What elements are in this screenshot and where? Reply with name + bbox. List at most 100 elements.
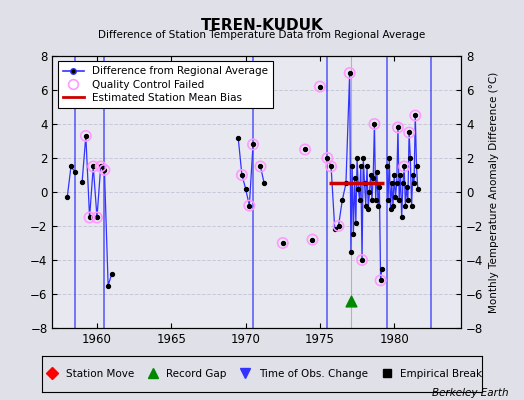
Point — [334, 223, 343, 229]
Point — [351, 175, 359, 182]
Point — [365, 189, 374, 195]
Point — [334, 223, 343, 229]
Point — [411, 112, 420, 119]
Point — [238, 172, 246, 178]
Point — [348, 163, 356, 170]
Point — [308, 236, 316, 243]
Point — [260, 180, 268, 187]
Point — [385, 155, 394, 161]
Point — [400, 163, 408, 170]
Point — [327, 163, 335, 170]
Point — [401, 202, 410, 209]
Y-axis label: Monthly Temperature Anomaly Difference (°C): Monthly Temperature Anomaly Difference (… — [489, 71, 499, 313]
Point — [100, 167, 108, 173]
Point — [342, 180, 350, 187]
Point — [245, 202, 254, 209]
Point — [399, 180, 407, 187]
Point — [93, 214, 101, 221]
Point — [279, 240, 287, 246]
Point — [376, 277, 385, 284]
Point — [349, 231, 357, 238]
Point — [391, 194, 400, 200]
Point — [407, 202, 416, 209]
Point — [392, 180, 401, 187]
Point — [354, 185, 363, 192]
Point — [245, 202, 254, 209]
Point — [364, 206, 373, 212]
Point — [355, 197, 364, 204]
Point — [249, 141, 257, 148]
Point — [234, 134, 243, 141]
Point — [345, 70, 354, 76]
Point — [362, 202, 370, 209]
Point — [301, 146, 309, 153]
Text: Difference of Station Temperature Data from Regional Average: Difference of Station Temperature Data f… — [99, 30, 425, 40]
Point — [410, 180, 418, 187]
Point — [370, 121, 379, 127]
Point — [82, 133, 90, 139]
Point — [375, 184, 384, 190]
Point — [63, 194, 71, 200]
Point — [413, 185, 422, 192]
Point — [390, 172, 398, 178]
Point — [395, 197, 403, 204]
Point — [238, 172, 246, 178]
Point — [388, 180, 396, 187]
Legend: Station Move, Record Gap, Time of Obs. Change, Empirical Break: Station Move, Record Gap, Time of Obs. C… — [38, 365, 486, 383]
Point — [359, 155, 367, 161]
Point — [301, 146, 309, 153]
Point — [386, 206, 395, 212]
Point — [394, 124, 402, 130]
Point — [100, 167, 108, 173]
Point — [242, 185, 250, 192]
Point — [369, 175, 377, 182]
Point — [402, 184, 411, 190]
Point — [406, 155, 414, 161]
Point — [368, 197, 376, 204]
Point — [82, 133, 90, 139]
Point — [89, 163, 97, 170]
Point — [308, 236, 316, 243]
Point — [412, 163, 421, 170]
Point — [396, 172, 405, 178]
Point — [345, 70, 354, 76]
Point — [323, 155, 332, 161]
Point — [327, 163, 335, 170]
Point — [352, 219, 360, 226]
Point — [256, 163, 265, 170]
Point — [358, 257, 366, 263]
Point — [403, 197, 412, 204]
Point — [384, 197, 392, 204]
Point — [78, 178, 86, 185]
Point — [89, 163, 97, 170]
Point — [96, 163, 105, 170]
Point — [372, 197, 380, 204]
Point — [357, 163, 365, 170]
Point — [389, 202, 397, 209]
Point — [347, 298, 355, 304]
Point — [107, 270, 116, 277]
Point — [85, 214, 94, 221]
Point — [67, 163, 75, 170]
Text: Berkeley Earth: Berkeley Earth — [432, 388, 508, 398]
Point — [338, 197, 346, 204]
Point — [353, 155, 361, 161]
Point — [370, 121, 379, 127]
Point — [104, 282, 112, 289]
Point — [373, 168, 381, 175]
Point — [405, 129, 413, 136]
Point — [409, 172, 417, 178]
Point — [331, 226, 339, 232]
Point — [71, 168, 79, 175]
Point — [316, 83, 324, 90]
Point — [256, 163, 265, 170]
Point — [376, 277, 385, 284]
Text: TEREN-KUDUK: TEREN-KUDUK — [201, 18, 323, 33]
Legend: Difference from Regional Average, Quality Control Failed, Estimated Station Mean: Difference from Regional Average, Qualit… — [58, 61, 273, 108]
Point — [374, 202, 383, 209]
Point — [323, 155, 332, 161]
Point — [358, 257, 366, 263]
Point — [96, 163, 105, 170]
Point — [366, 172, 375, 178]
Point — [383, 163, 391, 170]
